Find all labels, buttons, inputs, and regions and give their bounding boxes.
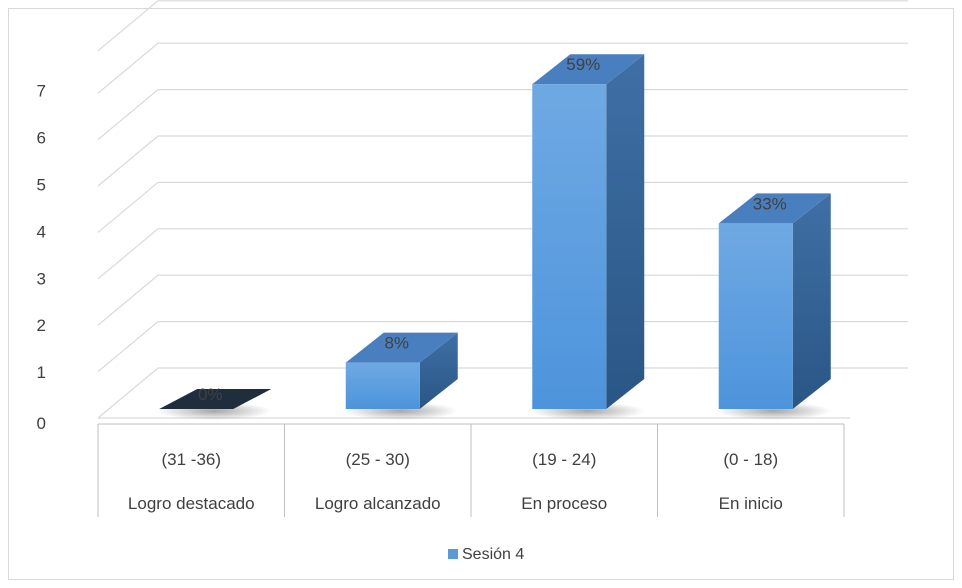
gridline-side [97, 135, 159, 187]
data-label: 0% [198, 385, 223, 404]
bars [157, 54, 831, 420]
bar-top [532, 54, 645, 85]
data-label: 33% [753, 194, 787, 213]
x-axis-table: (31 -36) Logro destacado (25 - 30) Logro al… [97, 423, 845, 517]
data-labels: 0% 8% 59% 33% [198, 55, 787, 404]
y-tick-label: 7 [37, 82, 46, 101]
gridline-side [97, 89, 159, 141]
x-tick-range: (25 - 30) [346, 450, 410, 469]
gridline-side [97, 0, 159, 52]
bar-front [532, 84, 607, 409]
gridline-side [97, 181, 159, 233]
y-tick-label: 4 [37, 222, 46, 241]
y-axis: 0 1 2 3 4 5 6 7 [37, 82, 46, 433]
gridline-side [97, 274, 159, 326]
y-tick-label: 6 [37, 129, 46, 148]
bar-0 [157, 389, 272, 420]
bar-top [345, 332, 458, 363]
bar-side [792, 193, 831, 409]
y-tick-label: 1 [37, 363, 46, 382]
x-tick-level: En inicio [719, 494, 783, 513]
data-label: 59% [566, 55, 600, 74]
bar-side [419, 332, 458, 409]
y-tick-label: 2 [37, 316, 46, 335]
legend-label-sesion-4: Sesión 4 [462, 546, 524, 563]
gridline-side [97, 367, 159, 419]
gridline-side [97, 228, 159, 280]
bar-flat [159, 389, 272, 409]
bar-side [606, 54, 645, 409]
bar-top [718, 193, 831, 224]
x-tick-level: Logro destacado [128, 494, 255, 513]
bar-front [345, 362, 420, 409]
legend-swatch-sesion-4 [448, 549, 458, 559]
y-tick-label: 0 [37, 414, 46, 433]
bar-2 [530, 54, 645, 420]
data-label: 8% [384, 334, 409, 353]
x-tick-range: (19 - 24) [532, 450, 596, 469]
x-tick-range: (31 -36) [161, 450, 221, 469]
gridline-side [97, 321, 159, 373]
bar-1 [343, 332, 458, 420]
x-tick-range: (0 - 18) [723, 450, 778, 469]
y-tick-label: 5 [37, 176, 46, 195]
chart-frame [8, 8, 954, 580]
legend: Sesión 4 [448, 546, 524, 563]
y-tick-label: 3 [37, 269, 46, 288]
x-tick-level: En proceso [521, 494, 607, 513]
gridline-side [97, 42, 159, 94]
bar-front [718, 223, 793, 409]
bar-3 [716, 193, 831, 420]
x-tick-level: Logro alcanzado [315, 494, 441, 513]
